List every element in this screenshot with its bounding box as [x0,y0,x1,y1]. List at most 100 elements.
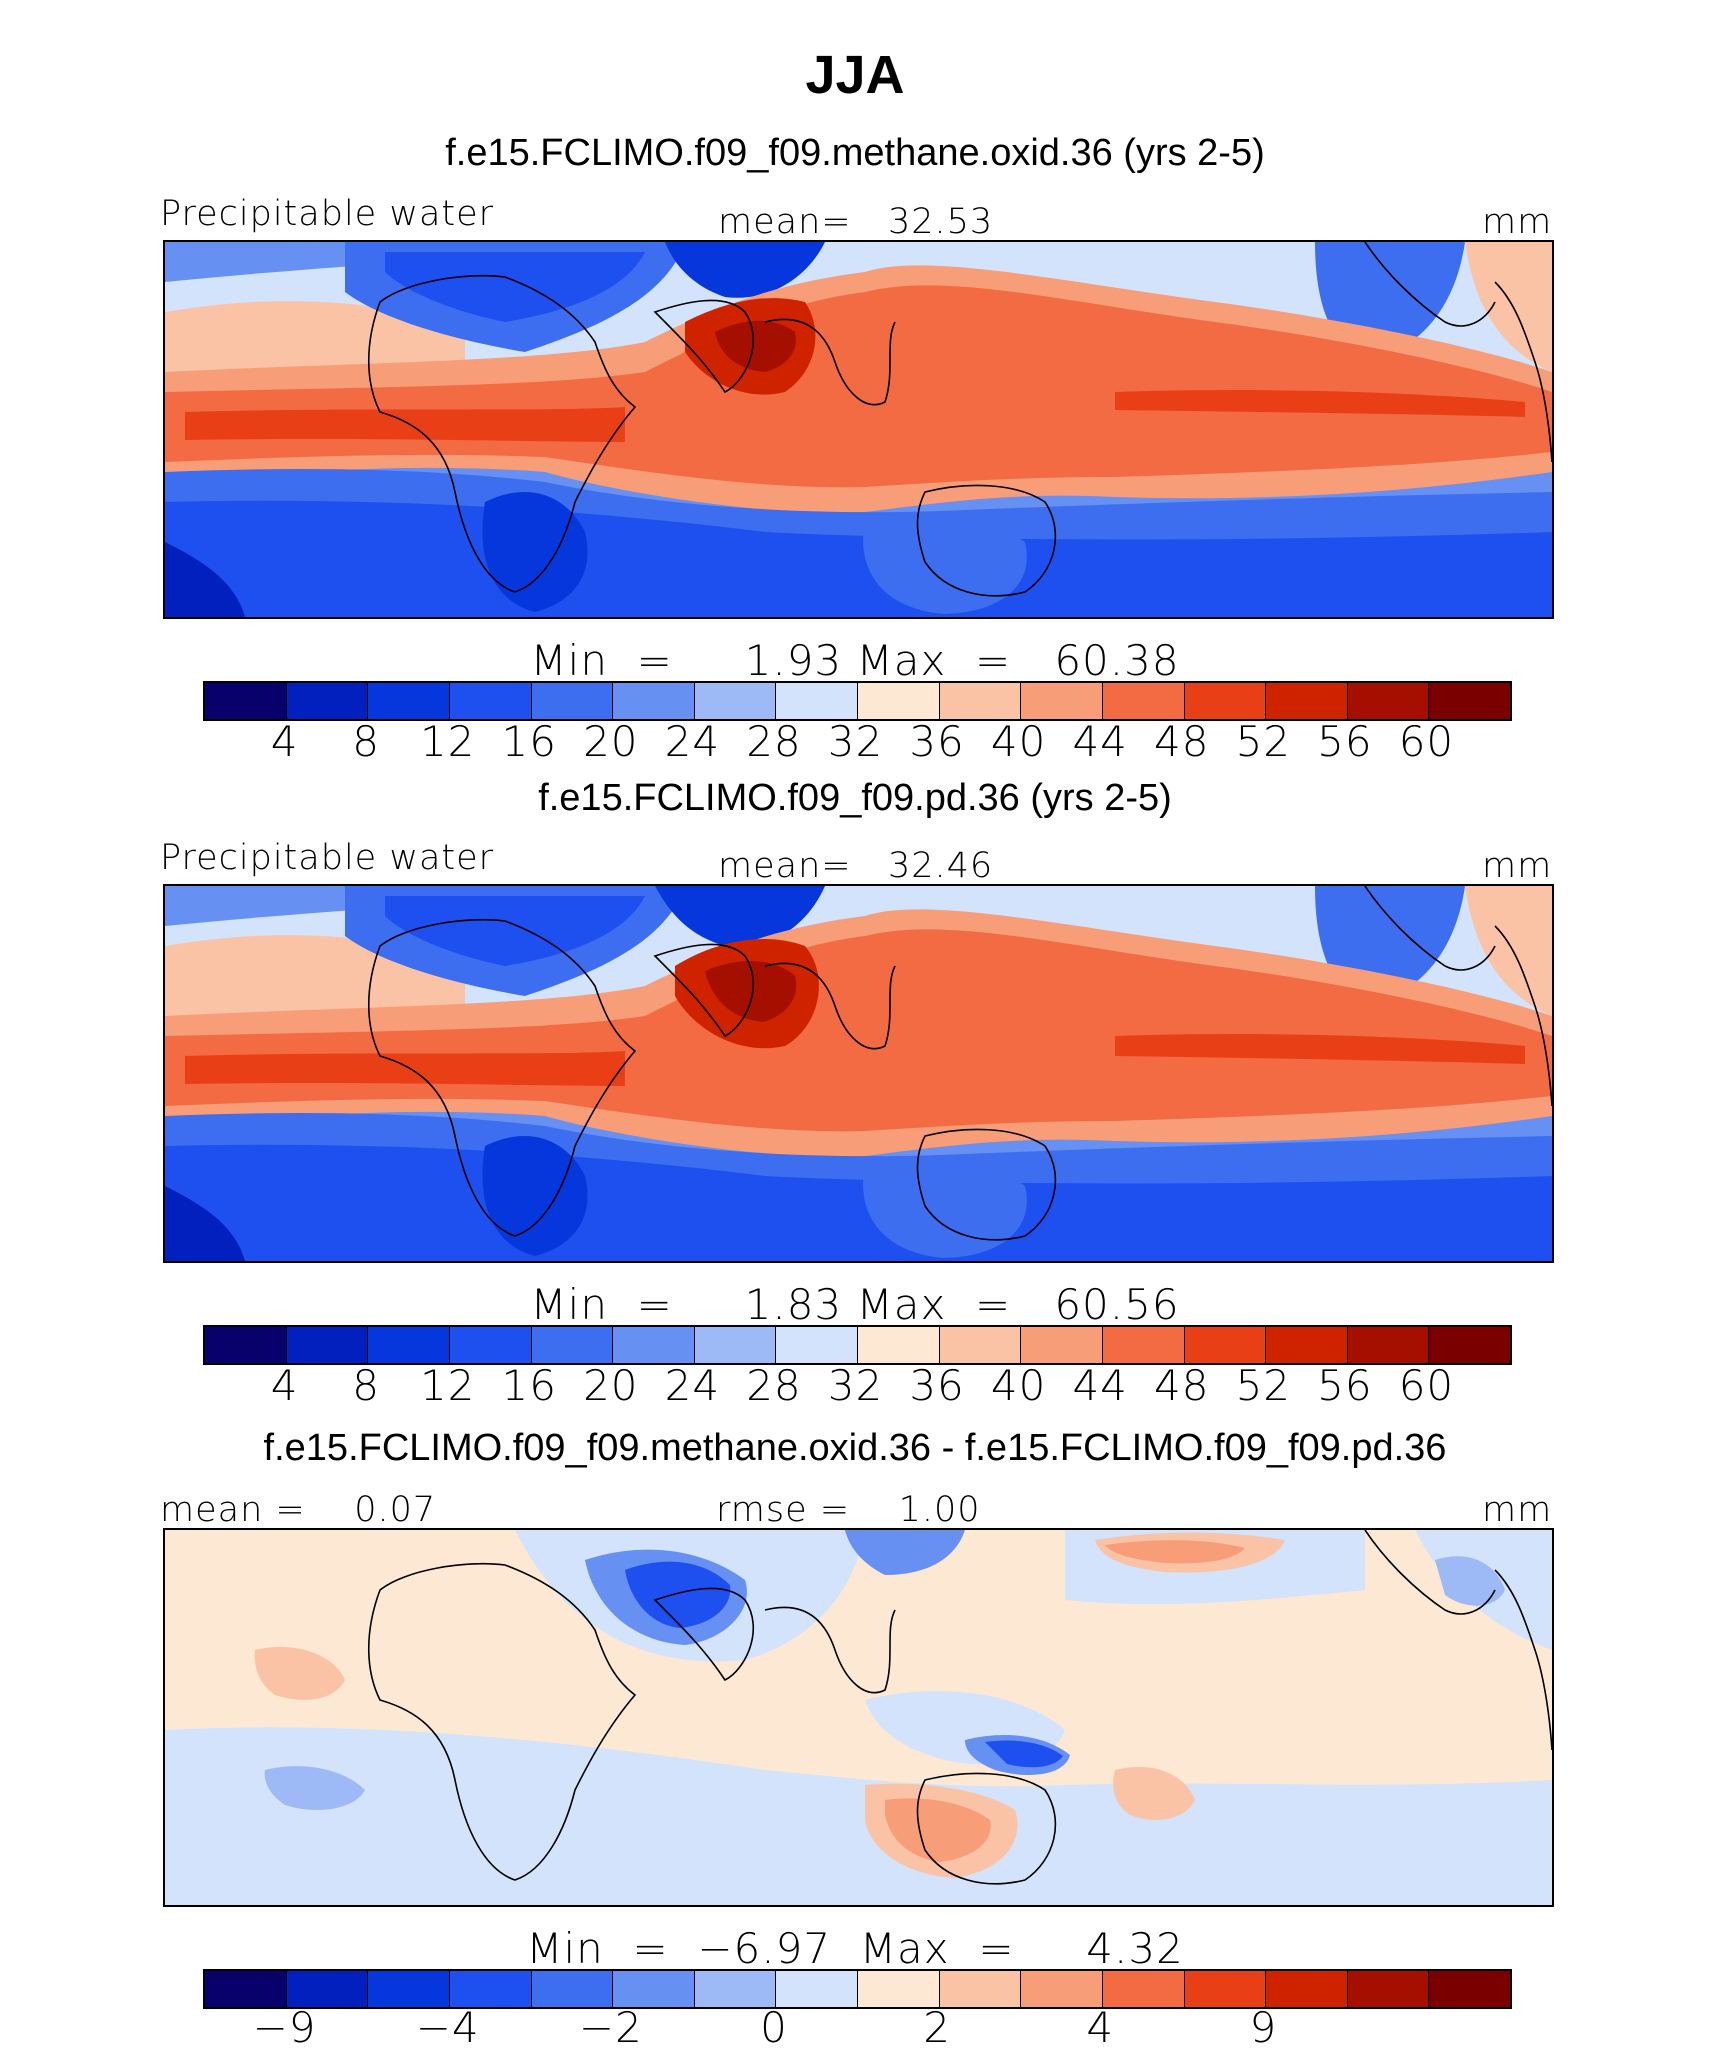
colorbar-tick-label: 28 [746,1361,802,1410]
colorbar-swatch [858,683,940,719]
colorbar-swatch [286,1971,369,2007]
colorbar-swatch [1347,1327,1430,1363]
colorbar-tick-label: −2 [578,2003,643,2052]
panel2-mean: mean= 32.46 [718,846,993,886]
colorbar-swatch [1429,683,1510,719]
panel2-min-value: 1.83 [744,1280,843,1329]
colorbar-tick-label: 52 [1235,1361,1292,1410]
colorbar-tick-label: 60 [1398,1361,1455,1410]
panel3-colorbar [203,1969,1512,2009]
colorbar-tick-label: 4 [1086,2003,1115,2052]
colorbar-tick-label: 24 [664,1361,721,1410]
colorbar-tick-label: 16 [501,1361,557,1410]
colorbar-tick-label: 60 [1398,717,1455,766]
colorbar-tick-label: 56 [1317,717,1373,766]
colorbar-swatch [205,683,287,719]
colorbar-tick-label: 52 [1235,717,1292,766]
colorbar-tick-label: 24 [664,717,721,766]
panel1-case-title: f.e15.FCLIMO.f09_f09.methane.oxid.36 (yr… [445,132,1265,174]
colorbar-swatch [939,1327,1022,1363]
colorbar-swatch [531,1971,614,2007]
panel3-rmse: rmse = 1.00 [716,1490,981,1530]
panel3-max-label: Max [859,1924,950,1973]
colorbar-swatch [205,1327,287,1363]
panel2-min-eq: = [636,1280,673,1329]
colorbar-tick-label: 28 [746,717,802,766]
colorbar-swatch [776,1327,858,1363]
colorbar-swatch [613,683,695,719]
colorbar-tick-label: 44 [1072,717,1128,766]
panel1-map [163,240,1554,619]
colorbar-tick-label: 20 [583,717,639,766]
panel2-variable-label: Precipitable water [160,838,495,878]
colorbar-swatch [205,1971,287,2007]
panel3-max-value: 4.32 [1086,1924,1184,1973]
panel2-units: mm [1482,846,1553,886]
panel1-min-label: Min [530,636,608,685]
colorbar-swatch [776,683,858,719]
colorbar-tick-label: 8 [352,1361,380,1410]
colorbar-tick-label: 56 [1317,1361,1373,1410]
colorbar-swatch [613,1971,695,2007]
panel3-units: mm [1482,1490,1553,1530]
colorbar-swatch [1266,1971,1348,2007]
colorbar-swatch [1429,1971,1510,2007]
panel2-max-value: 60.56 [1054,1280,1180,1329]
panel3-rmse-label: rmse = [716,1490,851,1530]
colorbar-swatch [368,683,450,719]
panel3-map-field [165,1530,1552,1905]
panel3-min-value: −6.97 [697,1924,832,1973]
panel3-min-label: Min [526,1924,604,1973]
colorbar-tick-label: −4 [415,2003,480,2052]
panel2-colorbar [203,1325,1512,1365]
colorbar-swatch [1184,1971,1267,2007]
panel1-variable-label: Precipitable water [160,194,495,234]
colorbar-swatch [286,683,369,719]
panel1-colorbar-ticks: 4 8 12 16 20 24 28 32 36 40 44 48 52 56 60 [203,717,1508,767]
panel3-mean-label: mean = [160,1490,306,1530]
panel1-max-label: Max [856,636,947,685]
panel3-mean-value: 0.07 [354,1490,437,1530]
colorbar-tick-label: 32 [827,1361,884,1410]
panel2-colorbar-ticks: 4 8 12 16 20 24 28 32 36 40 44 48 52 56 60 [203,1361,1508,1411]
colorbar-swatch [1347,683,1430,719]
colorbar-swatch [1021,1327,1103,1363]
colorbar-tick-label: 0 [760,2003,788,2052]
colorbar-tick-label: 12 [419,1361,476,1410]
colorbar-swatch [1021,683,1103,719]
colorbar-swatch [613,1327,695,1363]
panel2-max-label: Max [856,1280,947,1329]
panel3-mean: mean = 0.07 [160,1490,436,1530]
panel1-mean-label: mean= [718,202,852,242]
panel1-min-value: 1.93 [744,636,843,685]
colorbar-swatch [449,1327,532,1363]
colorbar-tick-label: 4 [270,1361,299,1410]
colorbar-tick-label: 36 [909,717,965,766]
panel3-min-max: Min = −6.97 Max = 4.32 [0,1924,1710,1973]
colorbar-swatch [1429,1327,1510,1363]
panel2-case-title: f.e15.FCLIMO.f09_f09.pd.36 (yrs 2-5) [538,777,1172,819]
colorbar-swatch [939,1971,1022,2007]
colorbar-swatch [1102,1971,1185,2007]
colorbar-swatch [1021,1971,1103,2007]
colorbar-swatch [694,1327,777,1363]
colorbar-swatch [449,683,532,719]
panel3-rmse-value: 1.00 [898,1490,981,1530]
panel1-max-value: 60.38 [1054,636,1180,685]
colorbar-tick-label: 4 [270,717,299,766]
colorbar-swatch [531,683,614,719]
panel3-max-eq: = [978,1924,1015,1973]
main-title: JJA [805,45,905,105]
colorbar-tick-label: 20 [583,1361,639,1410]
colorbar-tick-label: 2 [923,2003,951,2052]
colorbar-swatch [368,1971,450,2007]
panel2-min-label: Min [530,1280,608,1329]
panel2-max-eq: = [975,1280,1012,1329]
colorbar-swatch [1102,683,1185,719]
colorbar-tick-label: 48 [1154,717,1210,766]
colorbar-swatch [1347,1971,1430,2007]
colorbar-swatch [776,1971,858,2007]
colorbar-swatch [1184,1327,1267,1363]
colorbar-tick-label: −9 [252,2003,317,2052]
colorbar-swatch [1266,683,1348,719]
